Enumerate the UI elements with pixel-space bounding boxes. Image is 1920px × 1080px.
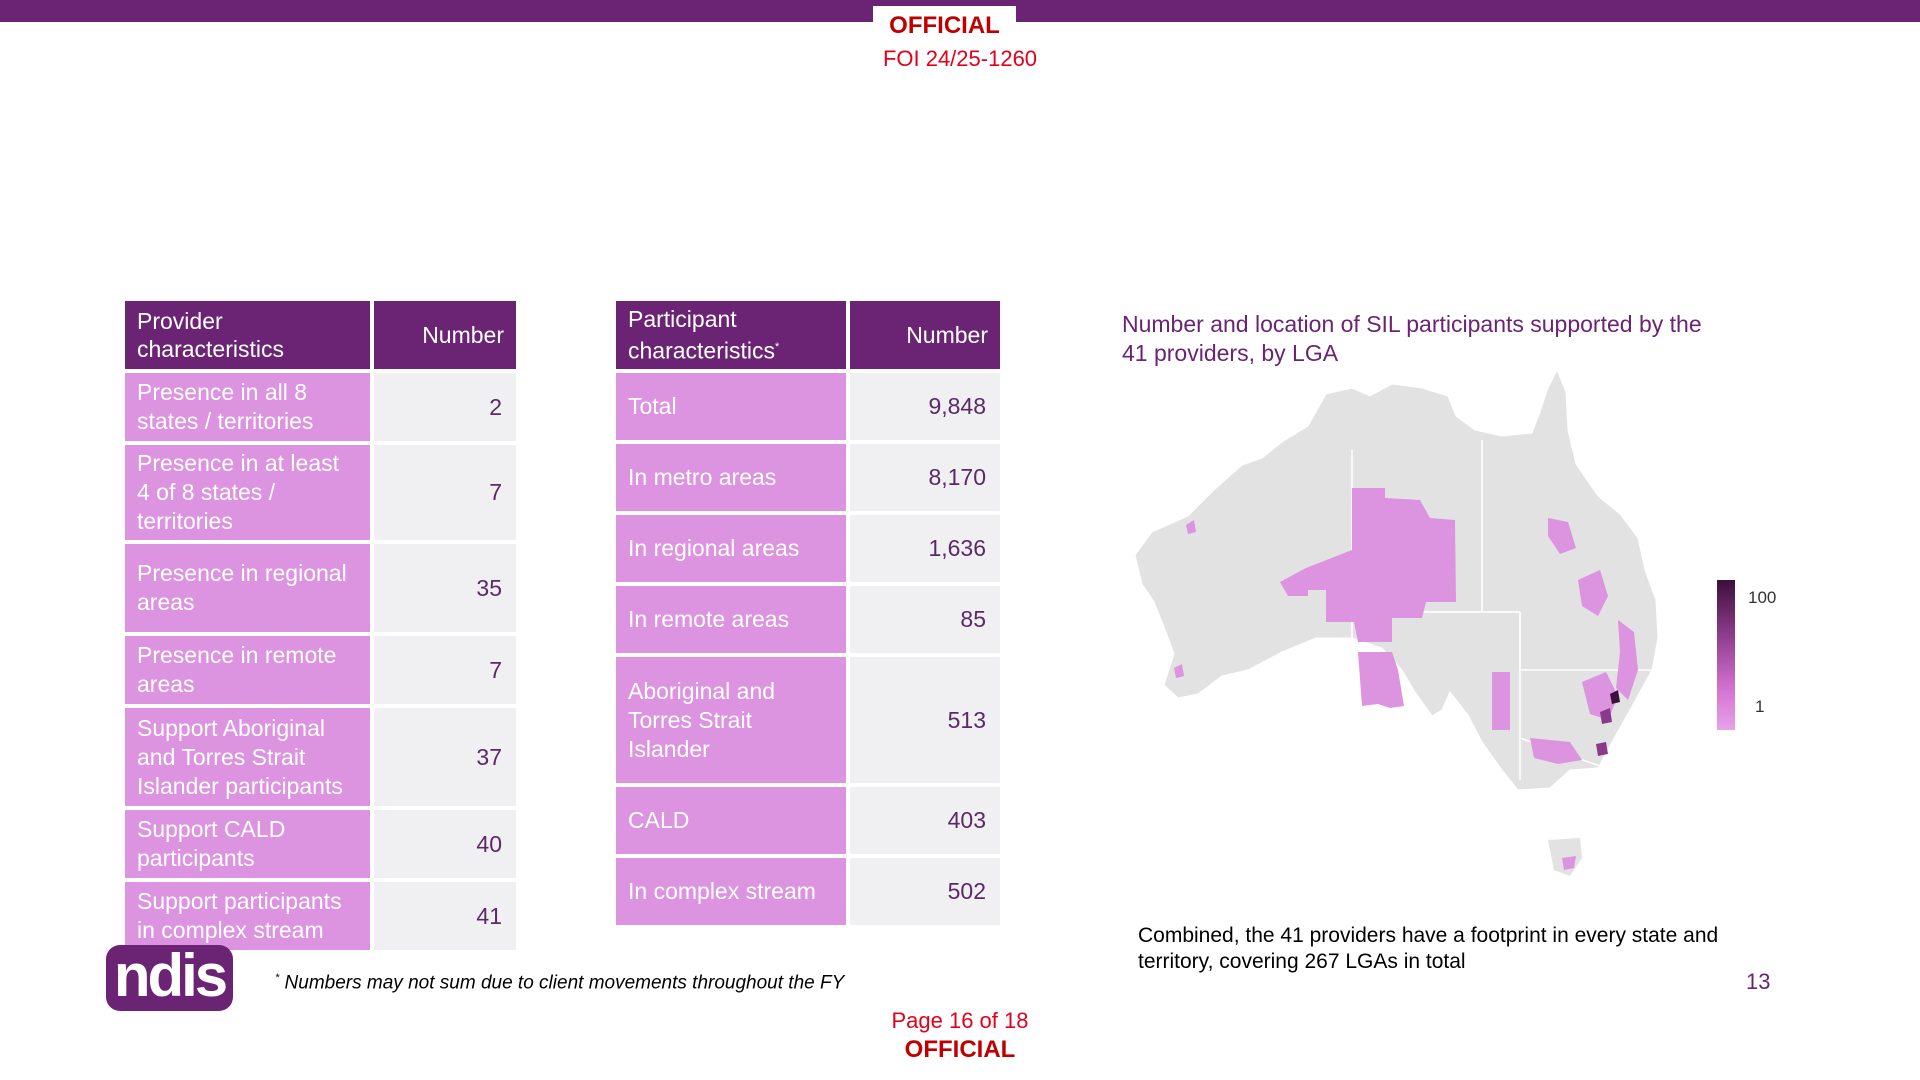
row-label: Support CALD participants	[125, 810, 370, 878]
row-value: 40	[374, 810, 516, 878]
map-svg	[1134, 368, 1659, 876]
table-row: Aboriginal and Torres Strait Islander 51…	[616, 657, 1000, 783]
asterisk-mark: *	[774, 341, 780, 354]
row-label: Presence in regional areas	[125, 544, 370, 632]
lga-region-nsw-coast	[1582, 672, 1618, 720]
row-value: 7	[374, 636, 516, 704]
table-row: Presence in all 8 states / territories 2	[125, 373, 516, 441]
participant-header-text: Participant characteristics	[628, 306, 775, 364]
footnote-text: Numbers may not sum due to client moveme…	[279, 972, 845, 994]
number-header: Number	[374, 301, 516, 369]
legend-high-label: 100	[1748, 588, 1777, 607]
row-label: Support participants in complex stream	[125, 882, 370, 950]
provider-table: Provider characteristics Number Presence…	[121, 297, 520, 954]
table-row: Total 9,848	[616, 373, 1000, 440]
table-row: In metro areas 8,170	[616, 444, 1000, 511]
row-value: 513	[850, 657, 1000, 783]
footnote: * Numbers may not sum due to client move…	[275, 972, 844, 994]
table-row: In complex stream 502	[616, 858, 1000, 925]
classification-footer: OFFICIAL	[904, 1036, 1016, 1063]
row-label: Aboriginal and Torres Strait Islander	[616, 657, 846, 783]
table-header-row: Provider characteristics Number	[125, 301, 516, 369]
lga-high-sydney	[1610, 690, 1620, 704]
lga-high-cluster	[1600, 708, 1612, 724]
row-value: 2	[374, 373, 516, 441]
foi-reference: FOI 24/25-1260	[882, 46, 1038, 71]
lga-region-sa	[1358, 652, 1404, 708]
table-row: Presence in regional areas 35	[125, 544, 516, 632]
lga-region-tasmania	[1562, 856, 1576, 870]
participant-header: Participant characteristics*	[616, 301, 846, 369]
row-label: In regional areas	[616, 515, 846, 582]
legend-color-scale	[1717, 580, 1735, 730]
row-value: 9,848	[850, 373, 1000, 440]
table-row: Support participants in complex stream 4…	[125, 882, 516, 950]
page-number: Page 16 of 18	[891, 1008, 1029, 1033]
row-label: Presence in at least 4 of 8 states / ter…	[125, 445, 370, 540]
lga-region-wa-south	[1174, 664, 1184, 678]
row-value: 41	[374, 882, 516, 950]
row-label: Presence in remote areas	[125, 636, 370, 704]
number-header: Number	[850, 301, 1000, 369]
row-value: 7	[374, 445, 516, 540]
tasmania-shape	[1548, 838, 1582, 876]
table-row: Support CALD participants 40	[125, 810, 516, 878]
ndis-logo: ndis	[106, 945, 233, 1011]
slide-number: 13	[1746, 969, 1771, 994]
lga-region-wa-coast	[1186, 520, 1196, 534]
row-label: In metro areas	[616, 444, 846, 511]
row-label: CALD	[616, 787, 846, 854]
row-value: 37	[374, 708, 516, 806]
row-label: Total	[616, 373, 846, 440]
lga-high-south	[1596, 742, 1608, 756]
table-row: CALD 403	[616, 787, 1000, 854]
provider-header: Provider characteristics	[125, 301, 370, 369]
footnote-mark: *	[275, 972, 280, 984]
lga-region-nsw-west	[1492, 672, 1510, 730]
australia-lga-map	[1130, 368, 1750, 910]
classification-header: OFFICIAL	[873, 6, 1016, 42]
row-label: Support Aboriginal and Torres Strait Isl…	[125, 708, 370, 806]
lga-region-vic	[1530, 738, 1582, 764]
row-value: 8,170	[850, 444, 1000, 511]
row-value: 35	[374, 544, 516, 632]
table-row: Presence in remote areas 7	[125, 636, 516, 704]
row-label: In remote areas	[616, 586, 846, 653]
row-value: 502	[850, 858, 1000, 925]
legend-low-label: 1	[1755, 697, 1765, 716]
table-row: In regional areas 1,636	[616, 515, 1000, 582]
row-value: 1,636	[850, 515, 1000, 582]
table-row: Support Aboriginal and Torres Strait Isl…	[125, 708, 516, 806]
row-label: Presence in all 8 states / territories	[125, 373, 370, 441]
lga-region-qld-north	[1548, 518, 1576, 554]
lga-region-central	[1280, 488, 1456, 642]
lga-region-qld-coast	[1578, 570, 1608, 616]
table-row: Presence in at least 4 of 8 states / ter…	[125, 445, 516, 540]
row-value: 85	[850, 586, 1000, 653]
table-header-row: Participant characteristics* Number	[616, 301, 1000, 369]
row-value: 403	[850, 787, 1000, 854]
row-label: In complex stream	[616, 858, 846, 925]
table-row: In remote areas 85	[616, 586, 1000, 653]
map-title: Number and location of SIL participants …	[1122, 311, 1702, 366]
summary-text: Combined, the 41 providers have a footpr…	[1138, 924, 1719, 973]
participant-table: Participant characteristics* Number Tota…	[612, 297, 1004, 929]
lga-region-se-coast	[1616, 620, 1638, 700]
